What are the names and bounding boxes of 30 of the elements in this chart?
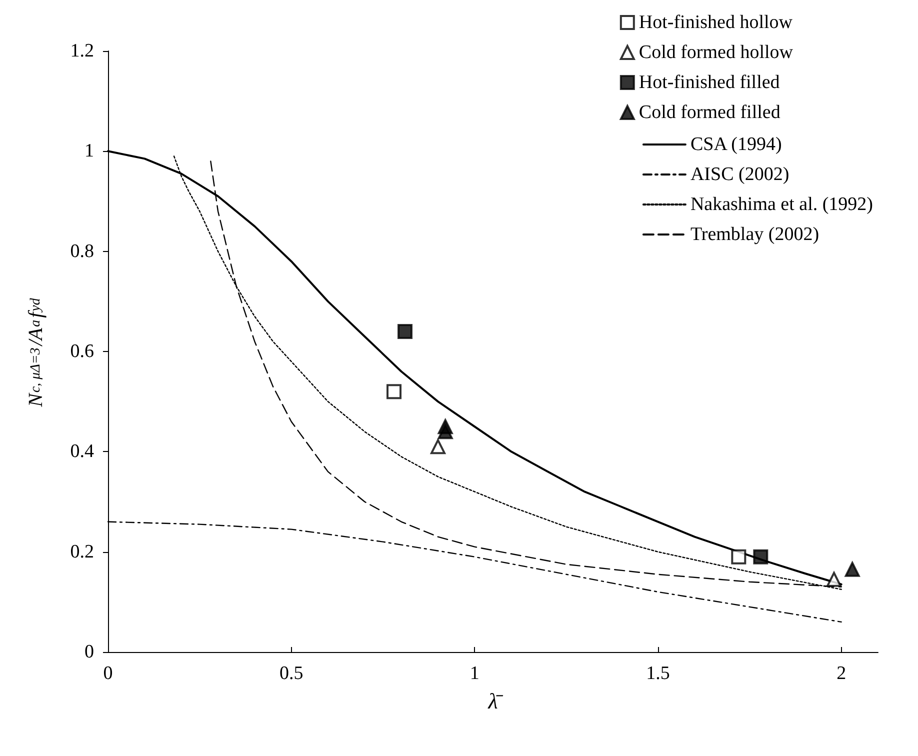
legend-label: AISC (2002)	[690, 164, 790, 185]
point	[826, 572, 842, 587]
legend-label: Tremblay (2002)	[690, 224, 820, 245]
legend-label: Cold formed hollow	[638, 42, 794, 63]
y-tick-label: 0.2	[70, 541, 94, 562]
point	[386, 384, 402, 400]
x-axis-title: λ̄	[487, 688, 504, 714]
legend-label: Hot-finished filled	[638, 72, 780, 93]
legend-label: Cold formed filled	[638, 102, 781, 123]
point	[753, 549, 768, 564]
y-tick-label: 0	[84, 642, 94, 662]
point	[731, 549, 746, 564]
legend-label: Nakashima et al. (1992)	[690, 194, 874, 215]
y-tick-label: 1.2	[70, 40, 94, 62]
y-tick-label: 0.6	[70, 341, 94, 362]
y-tick-label: 1	[84, 140, 94, 162]
legend-label: CSA (1994)	[690, 134, 782, 155]
y-tick-label: 0.4	[70, 441, 94, 462]
x-tick-label: 1.5	[646, 663, 670, 684]
x-tick-label: 1	[470, 663, 480, 684]
point	[438, 419, 453, 434]
x-tick-label: 0.5	[279, 663, 304, 684]
point	[844, 562, 860, 577]
legend-label: Hot-finished hollow	[638, 12, 793, 33]
point	[430, 439, 446, 454]
x-tick-label: 0	[103, 663, 113, 684]
x-tick-label: 2	[836, 663, 846, 684]
y-axis-title: Nc, μΔ=3/Aafyd	[25, 297, 47, 408]
point	[398, 324, 412, 339]
y-tick-label: 0.8	[70, 240, 94, 262]
